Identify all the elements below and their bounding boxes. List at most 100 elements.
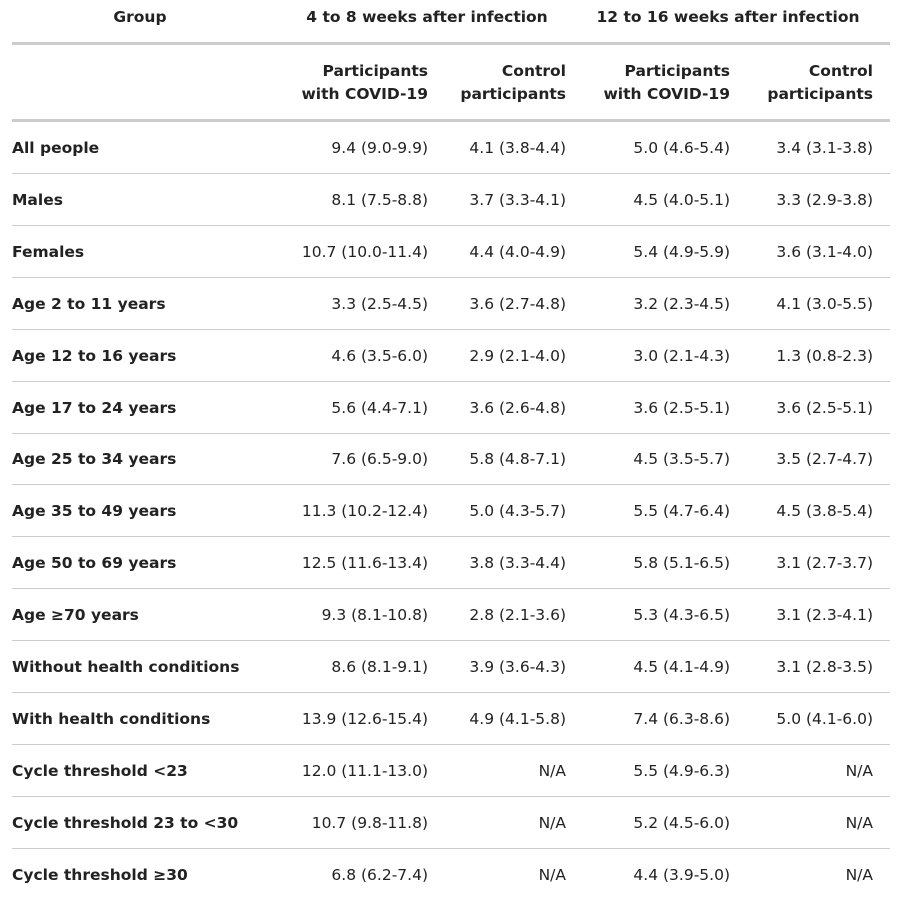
cell: 5.8 (5.1-6.5): [633, 554, 730, 573]
cell: 9.3 (8.1-10.8): [321, 606, 428, 625]
cell: 3.6 (3.1-4.0): [776, 242, 873, 261]
row-label: Age 2 to 11 years: [12, 294, 166, 313]
column-header: Participants: [624, 62, 731, 80]
cell: 4.5 (4.1-4.9): [633, 658, 730, 676]
span-header: 4 to 8 weeks after infection: [306, 8, 548, 26]
cell: 3.2 (2.3-4.5): [633, 294, 730, 313]
header-rule: [12, 119, 890, 122]
column-header: with COVID-19: [603, 85, 730, 103]
cell: 10.7 (9.8-11.8): [311, 813, 428, 832]
span-header: 12 to 16 weeks after infection: [596, 8, 860, 26]
row-label: Cycle threshold 23 to <30: [12, 813, 239, 832]
row-label: Males: [12, 190, 63, 209]
row-label: Age 35 to 49 years: [12, 502, 177, 521]
cell: 1.3 (0.8-2.3): [776, 346, 873, 365]
cell: 4.9 (4.1-5.8): [469, 709, 566, 728]
cell: 3.3 (2.9-3.8): [776, 190, 873, 209]
row-divider: [12, 588, 890, 590]
cell: 5.2 (4.5-6.0): [633, 813, 730, 832]
cell: N/A: [845, 813, 873, 832]
cell: 12.5 (11.6-13.4): [301, 554, 428, 573]
cell: 3.9 (3.6-4.3): [469, 658, 566, 676]
row-label: Cycle threshold <23: [12, 761, 188, 780]
cell: 3.6 (2.5-5.1): [633, 398, 730, 417]
cell: 3.1 (2.3-4.1): [776, 606, 873, 625]
row-label: Age ≥70 years: [12, 606, 139, 625]
cell: 3.1 (2.7-3.7): [776, 554, 873, 573]
row-divider: [12, 692, 890, 693]
cell: 3.4 (3.1-3.8): [776, 139, 873, 157]
column-header: Control: [501, 62, 566, 80]
row-label: Females: [12, 242, 85, 261]
row-divider: [12, 640, 890, 642]
cell: 4.4 (4.0-4.9): [469, 242, 566, 261]
row-divider: [12, 328, 890, 330]
cell: 4.4 (3.9-5.0): [633, 865, 730, 884]
cell: N/A: [845, 865, 873, 884]
cell: 4.6 (3.5-6.0): [331, 346, 428, 365]
column-header: with COVID-19: [301, 85, 428, 103]
cell: 3.7 (3.3-4.1): [469, 190, 566, 209]
cell: 3.1 (2.8-3.5): [776, 658, 873, 676]
cell: 12.0 (11.1-13.0): [301, 761, 428, 780]
cell: 4.5 (4.0-5.1): [633, 190, 730, 209]
row-divider: [12, 484, 890, 486]
cell: 3.8 (3.3-4.4): [469, 554, 566, 573]
row-divider: [12, 173, 890, 174]
cell: 2.8 (2.1-3.6): [469, 606, 566, 625]
row-label: All people: [12, 139, 100, 157]
cell: 5.0 (4.1-6.0): [776, 709, 873, 728]
row-divider: [12, 432, 890, 434]
column-header: Control: [808, 62, 873, 80]
row-label: Age 17 to 24 years: [12, 398, 177, 417]
cell: 8.1 (7.5-8.8): [331, 190, 428, 209]
cell: 5.3 (4.3-6.5): [633, 606, 730, 625]
cell: 5.0 (4.6-5.4): [633, 139, 730, 157]
cell: 5.5 (4.9-6.3): [633, 761, 730, 780]
cell: 3.6 (2.5-5.1): [776, 398, 873, 417]
row-label: Age 12 to 16 years: [12, 346, 177, 365]
cell: 13.9 (12.6-15.4): [301, 709, 428, 728]
cell: N/A: [845, 761, 873, 780]
cell: 11.3 (10.2-12.4): [301, 502, 428, 521]
cell: 4.5 (3.5-5.7): [633, 450, 730, 469]
cell: 5.6 (4.4-7.1): [331, 398, 428, 417]
row-label: Age 50 to 69 years: [12, 554, 177, 573]
row-divider: [12, 743, 890, 745]
cell: 8.6 (8.1-9.1): [331, 658, 428, 676]
cell: 5.8 (4.8-7.1): [469, 450, 566, 469]
row-label: Age 25 to 34 years: [12, 450, 177, 469]
cell: 4.5 (3.8-5.4): [776, 502, 873, 521]
cell: 7.6 (6.5-9.0): [331, 450, 428, 469]
header-rule: [12, 42, 890, 45]
cell: 5.0 (4.3-5.7): [469, 502, 566, 521]
row-divider: [12, 536, 890, 538]
cell: 7.4 (6.3-8.6): [633, 709, 730, 728]
cell: 5.5 (4.7-6.4): [633, 502, 730, 521]
cell: 4.1 (3.8-4.4): [469, 139, 566, 157]
cell: N/A: [538, 865, 566, 884]
row-divider: [12, 276, 890, 278]
cell: 10.7 (10.0-11.4): [301, 242, 428, 261]
row-divider: [12, 847, 890, 849]
cell: 9.4 (9.0-9.9): [331, 139, 428, 157]
column-header: participants: [460, 85, 566, 103]
column-header: participants: [767, 85, 873, 103]
cell: N/A: [538, 761, 566, 780]
group-header: Group: [113, 8, 167, 26]
cell: 3.0 (2.1-4.3): [633, 346, 730, 365]
cell: 3.3 (2.5-4.5): [331, 294, 428, 313]
row-divider: [12, 380, 890, 382]
cell: 5.4 (4.9-5.9): [633, 242, 730, 261]
row-label: With health conditions: [12, 709, 211, 728]
cell: 2.9 (2.1-4.0): [469, 346, 566, 365]
cell: 3.6 (2.7-4.8): [469, 294, 566, 313]
row-label: Cycle threshold ≥30: [12, 865, 188, 884]
cell: N/A: [538, 813, 566, 832]
row-label: Without health conditions: [12, 658, 240, 676]
row-divider: [12, 224, 890, 226]
cell: 3.6 (2.6-4.8): [469, 398, 566, 417]
column-header: Participants: [322, 62, 429, 80]
row-divider: [12, 795, 890, 797]
